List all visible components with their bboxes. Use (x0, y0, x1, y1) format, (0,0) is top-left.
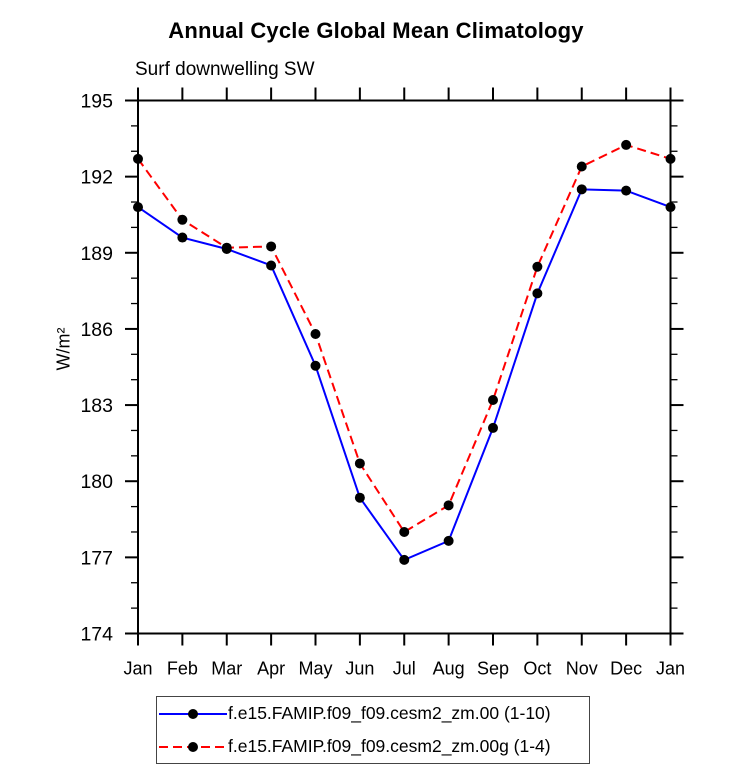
svg-text:Dec: Dec (610, 659, 642, 679)
data-point-marker (576, 161, 587, 172)
data-point-marker (354, 492, 365, 503)
data-point-marker (399, 526, 410, 537)
data-point-marker (133, 202, 143, 213)
data-point-marker (310, 360, 321, 371)
series-markers-1 (133, 139, 676, 537)
axis-ticks (125, 87, 684, 646)
legend-marker-1 (188, 741, 198, 752)
legend-label-series-1: f.e15.FAMIP.f09_f09.cesm2_zm.00g (1-4) (228, 735, 551, 756)
series-markers-0 (133, 184, 676, 565)
svg-text:Oct: Oct (523, 659, 551, 679)
svg-text:May: May (298, 659, 332, 679)
series-line-1 (137, 143, 671, 534)
data-point-marker (399, 554, 410, 565)
data-point-marker (665, 202, 676, 213)
series-line-0 (137, 188, 671, 562)
plot-frame (137, 99, 672, 635)
legend-line-sample-solid (159, 708, 227, 719)
data-point-marker (177, 214, 188, 225)
svg-text:Feb: Feb (167, 659, 198, 679)
svg-text:Apr: Apr (257, 659, 285, 679)
data-point-marker (532, 261, 543, 272)
data-point-marker (177, 232, 188, 243)
legend-entry-series-1: f.e15.FAMIP.f09_f09.cesm2_zm.00g (1-4) (157, 730, 589, 763)
data-point-marker (221, 242, 232, 253)
data-point-marker (488, 394, 498, 405)
chart-subtitle: Surf downwelling SW (135, 59, 315, 80)
svg-text:Jan: Jan (656, 659, 685, 679)
svg-text:Nov: Nov (566, 659, 598, 679)
data-point-marker (488, 422, 498, 433)
legend-entry-series-0: f.e15.FAMIP.f09_f09.cesm2_zm.00 (1-10) (157, 697, 589, 730)
y-axis-tick-labels: 174 177 180 183 186 189 192 195 (80, 91, 113, 646)
data-point-marker (310, 329, 321, 340)
svg-text:177: 177 (80, 547, 113, 569)
svg-text:192: 192 (80, 167, 113, 189)
svg-text:174: 174 (80, 624, 113, 646)
data-point-marker (443, 535, 454, 546)
svg-text:180: 180 (80, 471, 113, 493)
chart-title: Annual Cycle Global Mean Climatology (168, 18, 584, 43)
data-point-marker (621, 185, 632, 196)
legend-label-series-0: f.e15.FAMIP.f09_f09.cesm2_zm.00 (1-10) (228, 702, 551, 723)
svg-text:189: 189 (80, 243, 113, 265)
data-point-marker (621, 139, 632, 150)
data-point-marker (665, 153, 676, 164)
svg-text:186: 186 (80, 319, 113, 341)
data-point-marker (354, 458, 365, 469)
data-point-marker (576, 184, 587, 195)
data-point-marker (133, 153, 143, 164)
svg-text:Jun: Jun (345, 659, 374, 679)
data-point-marker (532, 288, 543, 299)
svg-text:Jul: Jul (393, 659, 416, 679)
svg-text:183: 183 (80, 395, 113, 417)
data-point-marker (443, 500, 454, 511)
legend-marker-0 (188, 708, 198, 719)
svg-text:Mar: Mar (211, 659, 242, 679)
legend-line-sample-dashed (159, 741, 227, 752)
svg-text:Jan: Jan (123, 659, 152, 679)
data-point-marker (266, 260, 277, 271)
x-axis-tick-labels: Jan Feb Mar Apr May Jun Jul Aug Sep Oct Nov Dec Jan (123, 659, 685, 679)
svg-text:Aug: Aug (433, 659, 465, 679)
legend: f.e15.FAMIP.f09_f09.cesm2_zm.00 (1-10) f… (156, 696, 590, 764)
data-point-marker (266, 241, 277, 252)
svg-text:Sep: Sep (477, 659, 509, 679)
svg-text:195: 195 (80, 91, 113, 113)
